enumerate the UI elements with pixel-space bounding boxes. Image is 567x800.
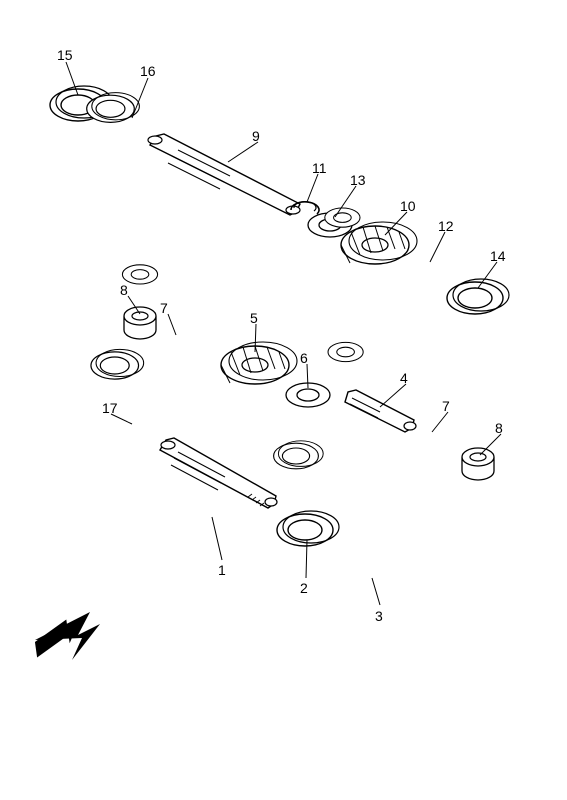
part-10-gear: [341, 222, 417, 264]
part-8-spacer-b: [462, 448, 494, 480]
part-17-bearing: [91, 349, 144, 379]
part-14-bearing: [447, 279, 509, 314]
part-5-gear: [221, 342, 297, 384]
part-2-bearing: [277, 511, 339, 546]
part-4-pinion: [345, 390, 416, 432]
part-8-spacer: [124, 307, 156, 339]
part-3-seal: [274, 441, 324, 469]
direction-arrow-icon: [35, 612, 100, 660]
exploded-view-svg: [0, 0, 567, 800]
part-1-shaft: [160, 438, 277, 508]
part-7-washer: [122, 265, 157, 284]
part-7-washer-b: [328, 342, 363, 361]
part-12-washer: [325, 208, 360, 227]
diagram-stage: PartsRepublik: [0, 0, 567, 800]
part-9-shaft: [148, 134, 300, 215]
